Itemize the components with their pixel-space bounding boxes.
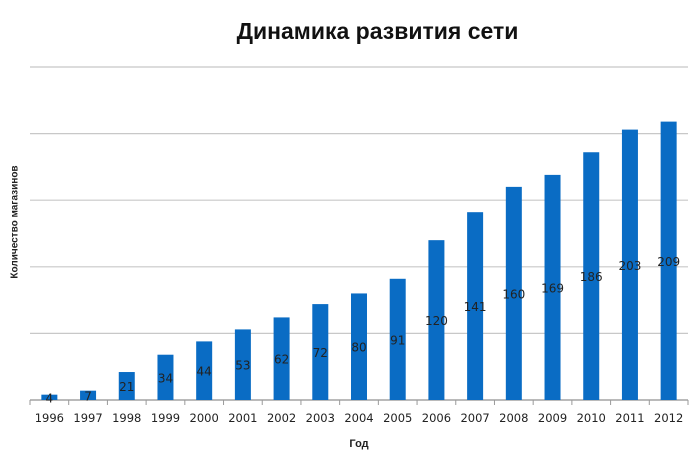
data-label-1997: 7: [84, 389, 92, 403]
data-label-2011: 203: [618, 259, 641, 273]
data-label-2008: 160: [502, 287, 525, 301]
x-tick-label-1999: 1999: [151, 411, 180, 425]
bar-2003: [312, 304, 329, 400]
data-label-2000: 44: [197, 365, 212, 379]
bar-2012: [660, 121, 677, 400]
data-label-2009: 169: [541, 281, 564, 295]
bar-2006: [428, 240, 445, 400]
data-label-2004: 80: [351, 341, 366, 355]
bar-2002: [273, 317, 290, 400]
data-label-1999: 34: [158, 371, 173, 385]
x-tick-label-1996: 1996: [35, 411, 64, 425]
bar-2000: [196, 341, 213, 400]
bar-2010: [583, 152, 600, 400]
x-tick-label-2009: 2009: [538, 411, 567, 425]
data-label-1998: 21: [119, 380, 134, 394]
x-tick-label-2012: 2012: [654, 411, 683, 425]
data-label-2006: 120: [425, 314, 448, 328]
bar-2005: [389, 278, 406, 400]
bar-1997: [80, 390, 97, 400]
bar-2011: [621, 129, 638, 400]
x-tick-label-2001: 2001: [228, 411, 257, 425]
bar-1998: [118, 372, 135, 400]
bar-2001: [234, 329, 251, 400]
x-tick-label-1998: 1998: [112, 411, 141, 425]
bar-2007: [467, 212, 484, 400]
data-label-2010: 186: [580, 270, 603, 284]
bar-2008: [505, 186, 522, 400]
x-tick-label-2005: 2005: [383, 411, 412, 425]
data-label-2002: 62: [274, 353, 289, 367]
x-tick-label-2006: 2006: [422, 411, 451, 425]
bar-1999: [157, 354, 174, 400]
data-label-2001: 53: [235, 359, 250, 373]
data-label-2007: 141: [464, 300, 487, 314]
x-axis-label: Год: [349, 438, 369, 450]
x-tick-label-2000: 2000: [190, 411, 219, 425]
bar-2009: [544, 174, 561, 400]
bar-1996: [41, 394, 58, 400]
x-tick-label-2008: 2008: [499, 411, 528, 425]
x-tick-label-2002: 2002: [267, 411, 296, 425]
x-tick-label-2004: 2004: [344, 411, 373, 425]
x-tick-label-1997: 1997: [73, 411, 102, 425]
data-label-2005: 91: [390, 333, 405, 347]
data-label-2003: 72: [313, 346, 328, 360]
bar-2004: [351, 293, 367, 400]
x-tick-label-2010: 2010: [577, 411, 606, 425]
data-label-1996: 4: [46, 391, 54, 405]
chart-title: Динамика развития сети: [236, 18, 519, 44]
data-label-2012: 209: [657, 255, 680, 269]
x-tick-label-2003: 2003: [306, 411, 335, 425]
x-tick-label-2011: 2011: [615, 411, 644, 425]
x-tick-label-2007: 2007: [460, 411, 489, 425]
